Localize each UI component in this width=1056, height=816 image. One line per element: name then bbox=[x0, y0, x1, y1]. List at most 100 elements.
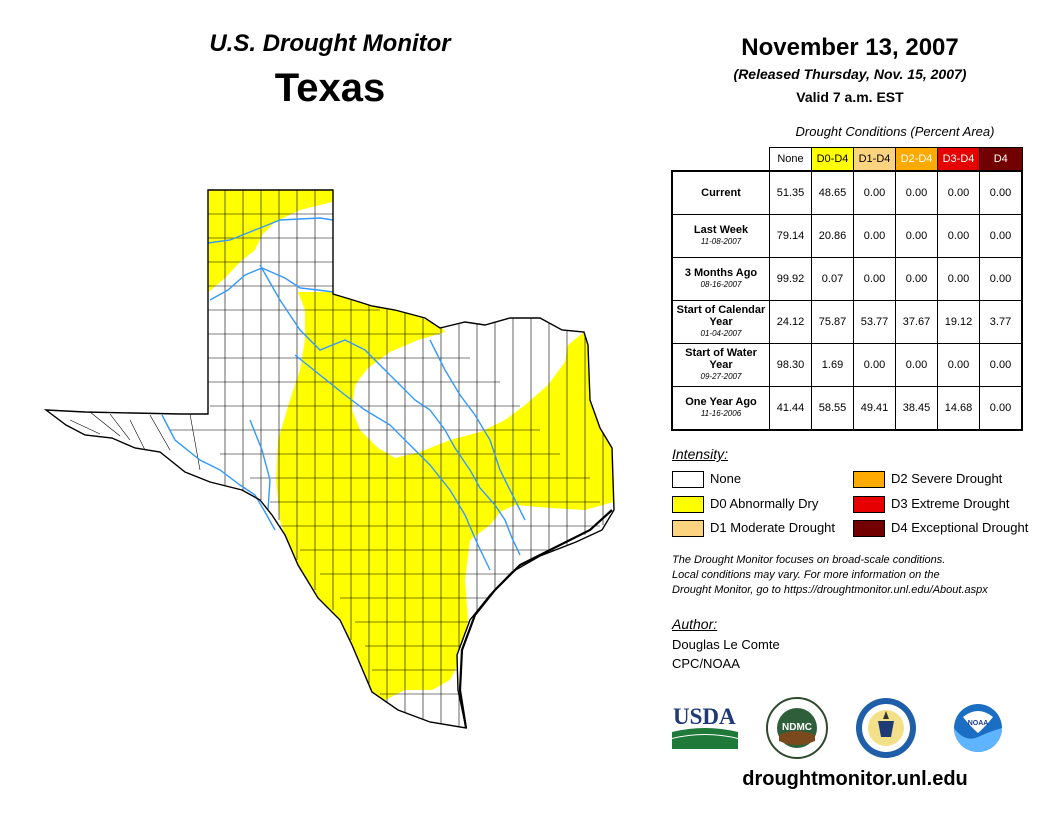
row-label: Current bbox=[671, 170, 770, 215]
author-name: Douglas Le Comte bbox=[672, 637, 780, 652]
red-river-fork bbox=[209, 267, 334, 301]
table-cell: 0.00 bbox=[979, 214, 1023, 258]
noaa-logo: NOAA bbox=[948, 698, 1008, 758]
county-lines bbox=[69, 190, 604, 728]
table-cell: 49.41 bbox=[853, 386, 896, 431]
usda-logo: USDA bbox=[672, 704, 738, 749]
col-none: None bbox=[769, 147, 812, 172]
row-date: 01-04-2007 bbox=[700, 329, 742, 338]
table-cell: 0.00 bbox=[979, 343, 1023, 387]
author-org: CPC/NOAA bbox=[672, 656, 740, 671]
table-cell: 1.69 bbox=[811, 343, 854, 387]
table-cell: 0.00 bbox=[853, 257, 896, 301]
table-cell: 41.44 bbox=[769, 386, 812, 431]
table-row: Current 51.35 48.65 0.00 0.00 0.00 0.00 bbox=[671, 170, 1023, 215]
table-header-row: None D0-D4 D1-D4 D2-D4 D3-D4 D4 bbox=[672, 147, 1023, 172]
table-row: One Year Ago 11-16-2006 41.44 58.55 49.41… bbox=[671, 386, 1023, 431]
table-cell: 0.00 bbox=[895, 170, 938, 215]
table-cell: 0.00 bbox=[853, 343, 896, 387]
brazos-river bbox=[259, 264, 521, 556]
legend-title: Intensity: bbox=[672, 446, 729, 462]
table-cell: 3.77 bbox=[979, 300, 1023, 344]
table-cell: 24.12 bbox=[769, 300, 812, 344]
col-d4: D4 bbox=[979, 147, 1023, 172]
table-cell: 0.00 bbox=[895, 257, 938, 301]
canadian-river bbox=[207, 217, 334, 244]
release-date: (Released Thursday, Nov. 15, 2007) bbox=[733, 66, 967, 82]
table-cell: 0.00 bbox=[979, 170, 1023, 215]
note-line: Local conditions may vary. For more info… bbox=[672, 569, 940, 581]
table-cell: 0.00 bbox=[937, 170, 980, 215]
legend-label: D4 Exceptional Drought bbox=[891, 520, 1029, 535]
table-row: Start of Calendar Year 01-04-2007 24.12 7… bbox=[671, 300, 1023, 344]
author-title: Author: bbox=[672, 616, 718, 632]
table-cell: 0.00 bbox=[853, 214, 896, 258]
row-date: 09-27-2007 bbox=[700, 372, 742, 381]
ndmc-logo-text: NDMC bbox=[782, 722, 812, 733]
table-cell: 53.77 bbox=[853, 300, 896, 344]
gulf-coastline bbox=[458, 509, 613, 729]
table-cell: 0.00 bbox=[853, 170, 896, 215]
map-date: November 13, 2007 bbox=[741, 34, 959, 61]
legend-label: D0 Abnormally Dry bbox=[710, 496, 819, 511]
drought-monitor-note: The Drought Monitor focuses on broad-sca… bbox=[672, 553, 1042, 598]
legend-label: D1 Moderate Drought bbox=[710, 520, 836, 535]
table-cell: 58.55 bbox=[811, 386, 854, 431]
table-cell: 20.86 bbox=[811, 214, 854, 258]
legend-label: D2 Severe Drought bbox=[891, 471, 1003, 486]
row-label: Start of Water Year 09-27-2007 bbox=[671, 343, 770, 387]
col-d3-d4: D3-D4 bbox=[937, 147, 980, 172]
table-cell: 37.67 bbox=[895, 300, 938, 344]
table-cell: 98.30 bbox=[769, 343, 812, 387]
legend-swatch bbox=[672, 520, 704, 537]
legend-swatch bbox=[853, 520, 885, 537]
table-cell: 0.00 bbox=[937, 343, 980, 387]
map-title: U.S. Drought Monitor bbox=[209, 30, 451, 57]
table-cell: 19.12 bbox=[937, 300, 980, 344]
table-cell: 48.65 bbox=[811, 170, 854, 215]
trinity-river bbox=[429, 339, 526, 521]
legend-swatch bbox=[853, 471, 885, 488]
table-cell: 0.00 bbox=[895, 214, 938, 258]
row-date: 11-16-2006 bbox=[700, 409, 742, 418]
row-date: 08-16-2007 bbox=[700, 280, 742, 289]
row-date: 11-08-2007 bbox=[700, 237, 742, 246]
row-label: 3 Months Ago 08-16-2007 bbox=[671, 257, 770, 301]
legend-swatch bbox=[672, 496, 704, 513]
table-cell: 0.00 bbox=[979, 386, 1023, 431]
rivers bbox=[161, 217, 526, 571]
row-label: Last Week 11-08-2007 bbox=[671, 214, 770, 258]
rio-grande bbox=[161, 414, 276, 531]
table-cell: 99.92 bbox=[769, 257, 812, 301]
footer-website[interactable]: droughtmonitor.unl.edu bbox=[742, 768, 968, 790]
row-label: One Year Ago 11-16-2006 bbox=[671, 386, 770, 431]
table-cell: 51.35 bbox=[769, 170, 812, 215]
table-cell: 0.00 bbox=[937, 257, 980, 301]
table-cell: 75.87 bbox=[811, 300, 854, 344]
table-row: Start of Water Year 09-27-2007 98.30 1.69… bbox=[671, 343, 1023, 387]
table-cell: 14.68 bbox=[937, 386, 980, 431]
ndmc-logo: NDMC bbox=[766, 697, 828, 759]
table-row: Last Week 11-08-2007 79.14 20.86 0.00 0.0… bbox=[671, 214, 1023, 258]
table-cell: 0.07 bbox=[811, 257, 854, 301]
legend-swatch bbox=[853, 496, 885, 513]
note-line: The Drought Monitor focuses on broad-sca… bbox=[672, 554, 946, 566]
texas-drought-map bbox=[45, 189, 615, 729]
pecos-river bbox=[249, 419, 271, 511]
col-d1-d4: D1-D4 bbox=[853, 147, 896, 172]
table-cell: 79.14 bbox=[769, 214, 812, 258]
colorado-river bbox=[294, 354, 491, 571]
table-cell: 38.45 bbox=[895, 386, 938, 431]
usda-logo-text: USDA bbox=[673, 704, 736, 729]
note-line: Drought Monitor, go to https://droughtmo… bbox=[672, 584, 988, 596]
row-label: Start of Calendar Year 01-04-2007 bbox=[671, 300, 770, 344]
conditions-table-title: Drought Conditions (Percent Area) bbox=[795, 124, 995, 139]
table-row: 3 Months Ago 08-16-2007 99.92 0.07 0.00 0… bbox=[671, 257, 1023, 301]
noaa-logo-text: NOAA bbox=[968, 720, 989, 727]
valid-time: Valid 7 a.m. EST bbox=[796, 89, 904, 105]
doc-seal-logo bbox=[856, 698, 916, 758]
table-corner bbox=[672, 148, 770, 172]
col-d2-d4: D2-D4 bbox=[895, 147, 938, 172]
state-name: Texas bbox=[274, 66, 386, 110]
col-d0-d4: D0-D4 bbox=[811, 147, 854, 172]
